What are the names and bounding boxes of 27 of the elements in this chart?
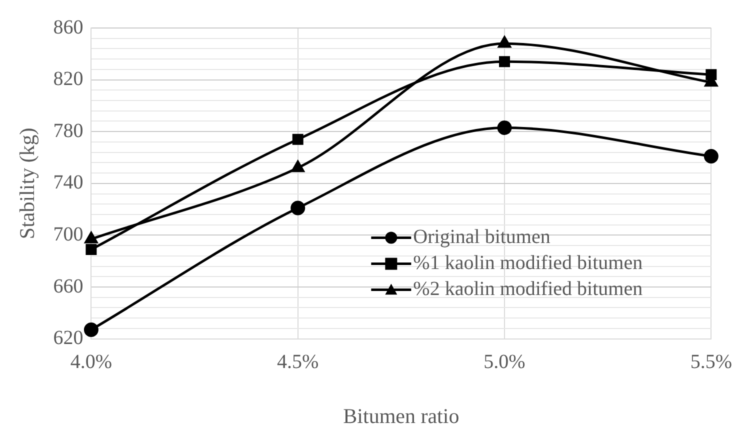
point (706, 69, 717, 80)
y-tick-label: 620 (53, 327, 84, 350)
y-tick-label: 740 (53, 172, 84, 194)
x-tick-label: 5.0% (484, 351, 526, 374)
point (84, 232, 98, 244)
point (84, 322, 98, 337)
x-tick-label: 4.0% (70, 351, 112, 374)
y-tick-label: 660 (53, 275, 84, 298)
legend-label: Original bitumen (413, 226, 550, 248)
point (291, 160, 304, 172)
legend-label: %1 kaolin modified bitumen (413, 252, 643, 274)
point (704, 148, 718, 164)
point (499, 56, 510, 68)
y-tick-label: 780 (53, 120, 84, 142)
y-tick-label: 860 (53, 16, 84, 38)
y-tick-label: 700 (53, 223, 84, 246)
y-tick-label: 820 (53, 68, 84, 90)
point (497, 120, 512, 135)
x-tick-label: 5.5% (690, 351, 732, 374)
point (86, 244, 97, 255)
point (498, 36, 511, 48)
x-tick-label: 4.5% (277, 351, 319, 374)
point (292, 134, 304, 145)
point (290, 200, 306, 216)
y-axis-title: Stability (kg) (15, 128, 40, 240)
legend-label: %2 kaolin modified bitumen (413, 278, 643, 300)
x-axis-title: Bitumen ratio (343, 404, 460, 428)
